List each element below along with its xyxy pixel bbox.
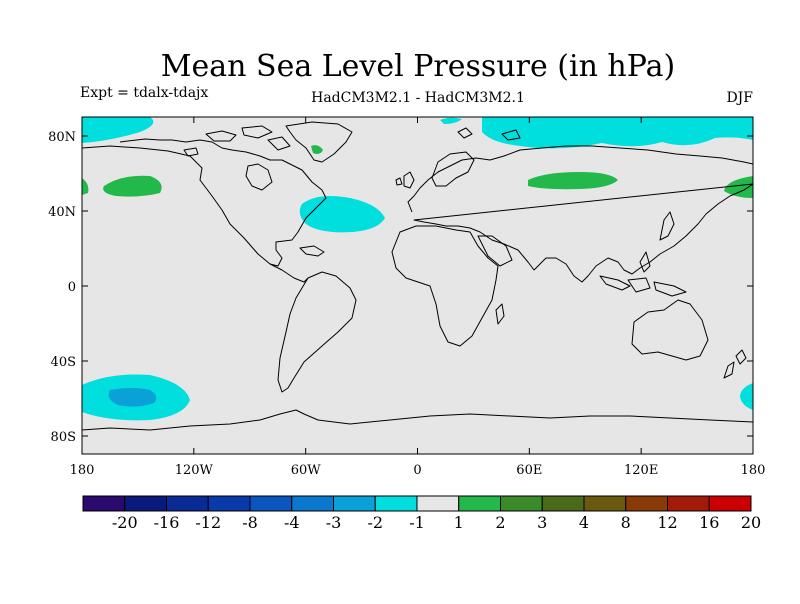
colorbar-box <box>166 495 209 512</box>
colorbar-label: 4 <box>579 513 589 532</box>
coastline-scandinavia <box>431 151 475 187</box>
x-tick-label: 120E <box>624 463 658 478</box>
colorbar-label: 20 <box>741 513 761 532</box>
negative-anomaly-north-atlantic <box>299 196 385 233</box>
coastline-hudson-bay <box>245 163 273 191</box>
negative-anomaly-eurasia-arctic <box>482 117 753 149</box>
figure-title: Mean Sea Level Pressure (in hPa) <box>161 49 675 84</box>
colorbar-label: -20 <box>112 513 138 532</box>
coastline-central-america <box>269 245 325 283</box>
colorbar-label: 2 <box>495 513 505 532</box>
colorbar-legend: -20 -16 -12 -8 -4 -3 -2 -1 1 2 3 4 8 12 16 20 <box>82 495 761 532</box>
coastline-africa <box>391 225 499 347</box>
coastline-north-america <box>82 138 327 267</box>
colorbar-box <box>458 495 501 512</box>
colorbar-label: 16 <box>699 513 719 532</box>
coastline-southeast-asia-islands <box>599 211 687 297</box>
x-axis-ticks: 180 120W 60W 0 60E 120E 180 <box>70 117 766 478</box>
colorbar-label: -4 <box>284 513 300 532</box>
colorbar-label: 1 <box>454 513 464 532</box>
y-tick-label: 0 <box>68 280 76 295</box>
experiment-label: Expt = tdalx-tdajx <box>80 85 208 101</box>
positive-anomaly-west-edge <box>82 178 89 195</box>
colorbar-label: 3 <box>537 513 547 532</box>
colorbar-box <box>291 495 334 512</box>
coastline-greenland <box>285 121 353 163</box>
colorbar-box <box>708 495 752 512</box>
colorbar-label: -3 <box>326 513 342 532</box>
negative-anomaly-south-pacific-core <box>108 388 157 407</box>
coastline-south-america <box>277 271 357 393</box>
x-tick-label: 120W <box>175 463 214 478</box>
y-tick-label: 40N <box>48 205 76 220</box>
model-label: HadCM3M2.1 - HadCM3M2.1 <box>311 90 525 106</box>
coastline-australia <box>631 299 709 361</box>
colorbar-box <box>124 495 167 512</box>
negative-anomaly-north-pacific <box>82 117 154 143</box>
colorbar-label: 8 <box>621 513 631 532</box>
negative-anomaly-southern-ocean-east <box>740 383 753 410</box>
colorbar-box <box>625 495 668 512</box>
negative-anomaly-arctic-small <box>440 117 462 124</box>
coastline-antarctica <box>82 409 753 431</box>
colorbar-label: -8 <box>242 513 258 532</box>
y-tick-label: 80S <box>51 430 76 445</box>
positive-anomaly-greenland <box>311 145 323 154</box>
y-tick-label: 40S <box>51 355 76 370</box>
colorbar-box <box>374 495 418 512</box>
colorbar-box <box>82 495 126 512</box>
colorbar-label: -16 <box>154 513 180 532</box>
coastline-madagascar <box>495 303 505 325</box>
colorbar-box <box>249 495 293 512</box>
x-tick-label: 0 <box>413 463 421 478</box>
x-tick-label: 180 <box>70 463 95 478</box>
colorbar-box <box>333 495 376 512</box>
x-tick-label: 60E <box>516 463 542 478</box>
colorbar-label: -12 <box>195 513 221 532</box>
colorbar-box <box>500 495 543 512</box>
colorbar-label: -1 <box>409 513 425 532</box>
map-background <box>82 117 753 454</box>
positive-anomaly-siberia <box>528 172 618 190</box>
positive-anomaly-north-pacific <box>103 175 162 197</box>
colorbar-box <box>541 495 585 512</box>
y-axis-ticks: 80N 40N 0 40S 80S <box>48 130 753 445</box>
coastline-europe-asia <box>407 145 753 283</box>
coastline-svalbard <box>457 127 521 141</box>
x-tick-label: 60W <box>291 463 322 478</box>
season-label: DJF <box>726 90 753 106</box>
coastline-canadian-archipelago <box>183 125 291 157</box>
colorbar-label: -2 <box>367 513 383 532</box>
colorbar-box <box>667 495 710 512</box>
colorbar-box <box>416 495 460 512</box>
positive-anomaly-east-edge <box>724 176 753 198</box>
map-panel: 80N 40N 0 40S 80S 180 120W 60W 0 60E 120E 180 <box>48 116 766 478</box>
coastline-arabia <box>477 235 513 267</box>
coastlines <box>82 121 753 431</box>
pressure-anomaly-regions <box>82 117 753 421</box>
colorbar-box <box>583 495 627 512</box>
x-tick-label: 180 <box>741 463 766 478</box>
coastline-british-isles <box>395 171 415 189</box>
colorbar-box <box>207 495 251 512</box>
y-tick-label: 80N <box>48 130 76 145</box>
colorbar-label: 12 <box>657 513 677 532</box>
coastline-new-zealand <box>723 349 747 379</box>
